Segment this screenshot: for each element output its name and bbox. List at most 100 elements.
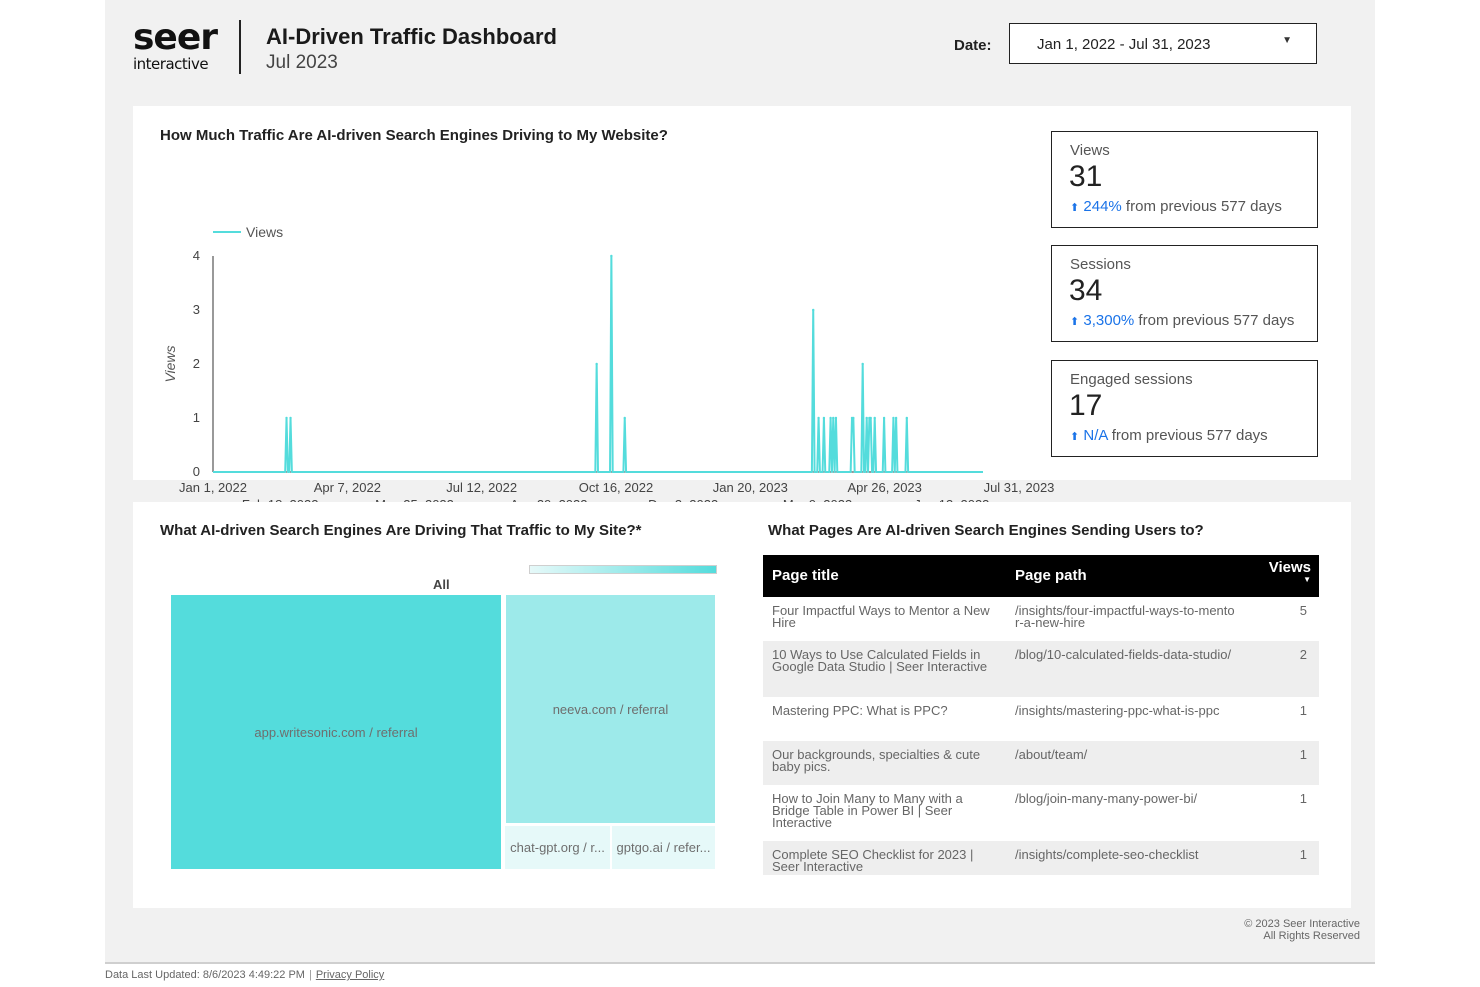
table-row[interactable]: How to Join Many to Many with a Bridge T… bbox=[763, 785, 1319, 841]
kpi-card-views[interactable]: Views 31 ⬆ 244% from previous 577 days bbox=[1051, 131, 1318, 228]
kpi-card-engaged-sessions[interactable]: Engaged sessions 17 ⬆ N/A from previous … bbox=[1051, 360, 1318, 457]
kpi-value: 17 bbox=[1069, 389, 1103, 422]
footer-divider bbox=[105, 962, 1375, 964]
cell-views: 1 bbox=[1299, 847, 1307, 862]
copyright-notice: © 2023 Seer Interactive All Rights Reser… bbox=[1244, 918, 1360, 942]
x-tick-label: Jan 20, 2023 bbox=[713, 480, 788, 495]
sort-desc-icon: ▼ bbox=[1303, 575, 1311, 584]
cell-views: 5 bbox=[1299, 603, 1307, 618]
rights-line: All Rights Reserved bbox=[1263, 930, 1360, 942]
column-header-views[interactable]: Views ▼ bbox=[1269, 559, 1311, 584]
table-row[interactable]: Four Impactful Ways to Mentor a New Hire… bbox=[763, 597, 1319, 641]
treemap-cell-writesonic[interactable]: app.writesonic.com / referral bbox=[171, 595, 503, 869]
treemap-cell-gptgo[interactable]: gptgo.ai / refer... bbox=[612, 826, 715, 869]
kpi-delta: ⬆ 244% from previous 577 days bbox=[1070, 198, 1282, 215]
kpi-delta-text: from previous 577 days bbox=[1107, 427, 1268, 444]
date-range-selector[interactable]: Jan 1, 2022 - Jul 31, 2023 ▼ bbox=[1009, 23, 1317, 64]
kpi-label: Views bbox=[1070, 142, 1110, 159]
footer-separator: | bbox=[308, 969, 312, 981]
table-row[interactable]: 10 Ways to Use Calculated Fields in Goog… bbox=[763, 641, 1319, 697]
privacy-policy-link[interactable]: Privacy Policy bbox=[315, 969, 385, 981]
cell-page-path: /blog/10-calculated-fields-data-studio/ bbox=[1015, 647, 1232, 662]
data-point bbox=[892, 416, 895, 420]
table-row[interactable]: Mastering PPC: What is PPC? /insights/ma… bbox=[763, 697, 1319, 741]
cell-page-title: Complete SEO Checklist for 2023 | Seer I… bbox=[772, 847, 974, 874]
treemap-cell-neeva[interactable]: neeva.com / referral bbox=[506, 595, 715, 823]
logo-wordmark: seer bbox=[133, 17, 218, 58]
cell-page-path: /insights/complete-seo-checklist bbox=[1015, 847, 1199, 862]
date-label: Date: bbox=[954, 37, 992, 54]
data-point bbox=[289, 416, 292, 420]
dropdown-caret-icon: ▼ bbox=[1282, 35, 1292, 46]
x-tick-label: Oct 16, 2022 bbox=[579, 480, 653, 495]
arrow-up-icon: ⬆ bbox=[1070, 431, 1080, 443]
treemap-cell-chat-gpt[interactable]: chat-gpt.org / r... bbox=[505, 826, 610, 869]
x-tick-label: Jul 31, 2023 bbox=[984, 480, 1055, 495]
kpi-value: 34 bbox=[1069, 274, 1103, 307]
sources-pages-panel: What AI-driven Search Engines Are Drivin… bbox=[133, 502, 1351, 908]
cell-views: 1 bbox=[1299, 747, 1307, 762]
page-title: AI-Driven Traffic Dashboard bbox=[266, 24, 557, 49]
data-point bbox=[882, 416, 886, 420]
sources-title: What AI-driven Search Engines Are Drivin… bbox=[160, 522, 642, 539]
page-subtitle: Jul 2023 bbox=[266, 52, 338, 73]
cell-views: 1 bbox=[1299, 791, 1307, 806]
x-tick-label: Jan 1, 2022 bbox=[179, 480, 247, 495]
cell-page-title: 10 Ways to Use Calculated Fields in Goog… bbox=[772, 647, 988, 674]
data-point bbox=[610, 254, 613, 258]
kpi-delta-text: from previous 577 days bbox=[1121, 198, 1282, 215]
data-point bbox=[834, 416, 838, 420]
kpi-delta: ⬆ 3,300% from previous 577 days bbox=[1070, 312, 1294, 329]
cell-page-path: /about/team/ bbox=[1015, 747, 1088, 762]
cell-page-title: Mastering PPC: What is PPC? bbox=[772, 703, 948, 718]
data-point bbox=[905, 416, 909, 420]
table-header: Page title Page path Views ▼ bbox=[763, 555, 1319, 597]
report-canvas: seer interactive AI-Driven Traffic Dashb… bbox=[105, 0, 1375, 962]
traffic-chart-title: How Much Traffic Are AI-driven Search En… bbox=[160, 127, 668, 144]
legend-label: Views bbox=[246, 224, 283, 240]
column-header-page-title[interactable]: Page title bbox=[772, 567, 839, 584]
x-tick-label: Apr 26, 2023 bbox=[847, 480, 921, 495]
kpi-delta-percent: 3,300% bbox=[1083, 312, 1135, 329]
data-point bbox=[822, 416, 826, 420]
copyright-line: © 2023 Seer Interactive bbox=[1244, 918, 1360, 930]
data-point bbox=[285, 416, 288, 420]
y-tick-label: 2 bbox=[193, 356, 200, 371]
table-row[interactable]: Complete SEO Checklist for 2023 | Seer I… bbox=[763, 841, 1319, 875]
data-point bbox=[869, 416, 872, 420]
kpi-card-sessions[interactable]: Sessions 34 ⬆ 3,300% from previous 577 d… bbox=[1051, 245, 1318, 342]
column-header-views-label: Views bbox=[1268, 559, 1311, 576]
x-tick-label: Apr 7, 2022 bbox=[314, 480, 381, 495]
kpi-label: Sessions bbox=[1070, 256, 1131, 273]
x-tick-label: Jul 12, 2022 bbox=[446, 480, 517, 495]
date-range-value: Jan 1, 2022 - Jul 31, 2023 bbox=[1037, 36, 1211, 53]
treemap-root-label: All bbox=[433, 577, 450, 592]
data-point bbox=[873, 416, 876, 420]
y-tick-label: 1 bbox=[193, 410, 200, 425]
data-point bbox=[861, 362, 864, 366]
y-tick-label: 0 bbox=[193, 464, 200, 479]
arrow-up-icon: ⬆ bbox=[1070, 202, 1080, 214]
cell-page-title: Our backgrounds, specialties & cute baby… bbox=[772, 747, 981, 774]
cell-views: 1 bbox=[1299, 703, 1307, 718]
data-point bbox=[817, 416, 820, 420]
y-tick-label: 4 bbox=[193, 248, 200, 263]
data-point bbox=[623, 416, 626, 420]
pages-table: Page title Page path Views ▼ Four Impact… bbox=[763, 555, 1319, 875]
cell-page-path: /insights/mastering-ppc-what-is-ppc bbox=[1015, 703, 1220, 718]
header-divider bbox=[239, 20, 241, 74]
column-header-page-path[interactable]: Page path bbox=[1015, 567, 1087, 584]
seer-logo: seer interactive bbox=[133, 17, 225, 73]
data-point bbox=[829, 416, 832, 420]
treemap-color-scale bbox=[529, 565, 717, 574]
table-row[interactable]: Our backgrounds, specialties & cute baby… bbox=[763, 741, 1319, 785]
kpi-delta-percent: 244% bbox=[1083, 198, 1122, 215]
last-updated-text: Data Last Updated: 8/6/2023 4:49:22 PM bbox=[105, 969, 305, 981]
data-point bbox=[812, 308, 815, 312]
data-point bbox=[852, 416, 855, 420]
kpi-value: 31 bbox=[1069, 160, 1103, 193]
kpi-delta-percent: N/A bbox=[1083, 427, 1108, 444]
traffic-panel: How Much Traffic Are AI-driven Search En… bbox=[133, 106, 1351, 512]
data-point bbox=[865, 416, 868, 420]
